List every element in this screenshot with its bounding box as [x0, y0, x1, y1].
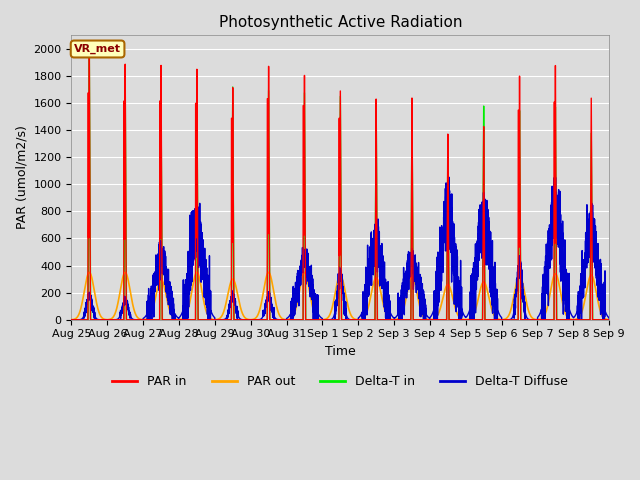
Delta-T Diffuse: [476, 221, 484, 227]
Delta-T Diffuse: [250, 317, 258, 323]
PAR in: [86, 51, 93, 57]
Delta-T in: [250, 317, 258, 323]
Delta-T Diffuse: [445, 174, 452, 180]
PAR in: [250, 317, 258, 323]
Delta-T in: [476, 317, 484, 323]
PAR out: [461, 317, 468, 323]
PAR out: [583, 288, 591, 293]
Y-axis label: PAR (umol/m2/s): PAR (umol/m2/s): [15, 126, 28, 229]
Delta-T in: [461, 317, 468, 323]
PAR out: [86, 269, 93, 275]
Delta-T in: [322, 317, 330, 323]
PAR out: [68, 317, 76, 323]
Delta-T Diffuse: [143, 317, 151, 323]
PAR in: [605, 317, 613, 323]
Delta-T in: [576, 317, 584, 323]
Delta-T in: [68, 317, 76, 323]
PAR out: [322, 316, 330, 322]
PAR out: [476, 289, 484, 295]
PAR in: [576, 317, 584, 323]
Delta-T Diffuse: [583, 265, 591, 271]
Delta-T Diffuse: [605, 317, 613, 323]
Delta-T in: [605, 317, 613, 323]
Line: PAR in: PAR in: [72, 54, 609, 320]
PAR in: [476, 317, 484, 323]
PAR out: [605, 317, 613, 323]
Line: Delta-T in: Delta-T in: [72, 56, 609, 320]
PAR in: [322, 317, 330, 323]
PAR out: [250, 316, 258, 322]
X-axis label: Time: Time: [325, 345, 356, 358]
Line: PAR out: PAR out: [72, 272, 609, 320]
PAR in: [68, 317, 76, 323]
Delta-T Diffuse: [322, 317, 330, 323]
PAR in: [583, 317, 591, 323]
Text: VR_met: VR_met: [74, 44, 121, 54]
Delta-T Diffuse: [576, 284, 584, 289]
Delta-T Diffuse: [68, 317, 76, 323]
Line: Delta-T Diffuse: Delta-T Diffuse: [72, 177, 609, 320]
Delta-T in: [86, 53, 93, 59]
Legend: PAR in, PAR out, Delta-T in, Delta-T Diffuse: PAR in, PAR out, Delta-T in, Delta-T Dif…: [108, 370, 573, 393]
Delta-T in: [583, 317, 591, 323]
Delta-T Diffuse: [461, 313, 468, 319]
PAR out: [576, 313, 584, 319]
Title: Photosynthetic Active Radiation: Photosynthetic Active Radiation: [218, 15, 462, 30]
PAR in: [461, 317, 468, 323]
